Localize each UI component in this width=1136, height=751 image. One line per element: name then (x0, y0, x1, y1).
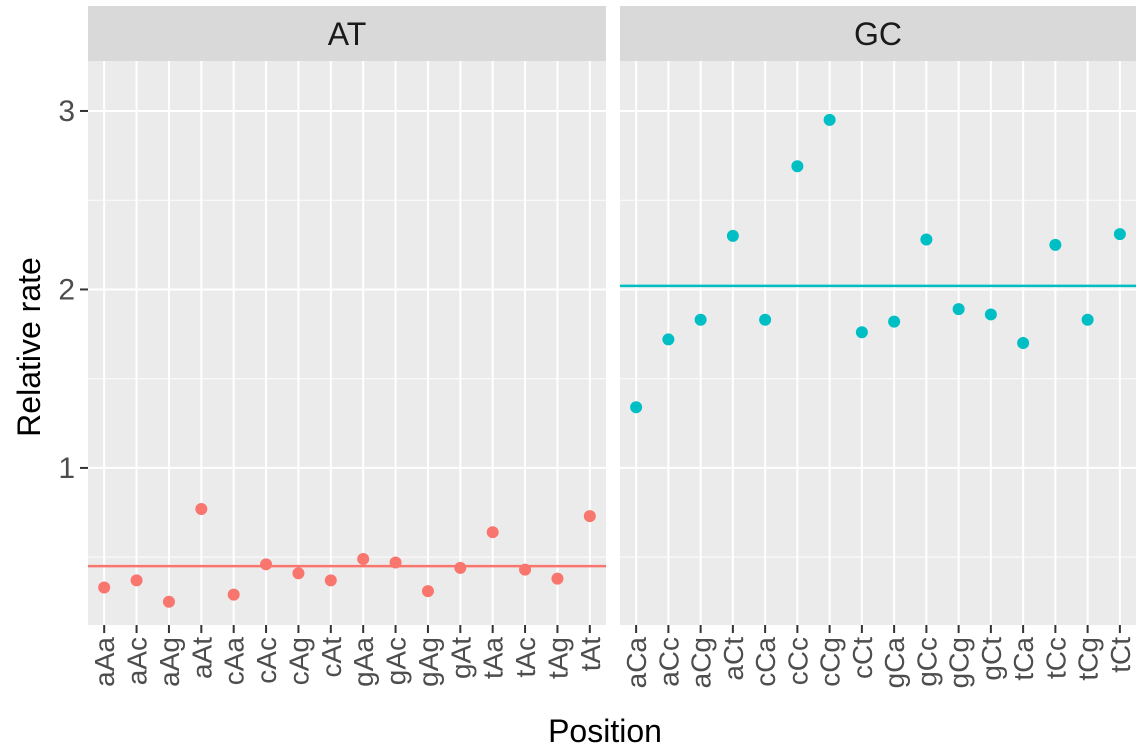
data-point-tCc (1049, 238, 1062, 251)
data-point-cAc (260, 558, 273, 571)
y-tick-label: 1 (58, 452, 75, 485)
x-tick-label: cCt (847, 637, 878, 679)
x-tick-label: cAc (251, 637, 282, 684)
data-point-cAa (227, 588, 240, 601)
data-point-aAg (162, 595, 175, 608)
data-point-tCt (1113, 228, 1126, 241)
x-tick-label: gCc (911, 637, 942, 687)
x-tick-label: gCg (944, 637, 975, 688)
x-tick-label: aCg (686, 637, 717, 688)
data-point-cCg (823, 113, 836, 126)
x-tick-label: tCa (1008, 637, 1039, 681)
data-point-aCc (662, 333, 675, 346)
facet-strip (88, 6, 606, 61)
x-tick-label: tAa (478, 637, 509, 679)
x-tick-label: cAg (283, 637, 314, 685)
x-tick-label: aCa (621, 637, 652, 689)
data-point-gAt (454, 561, 467, 574)
data-point-tAa (486, 526, 499, 539)
data-point-aAc (130, 574, 143, 587)
x-tick-label: aAg (154, 637, 185, 687)
data-point-aCa (630, 401, 643, 414)
data-point-aCt (726, 229, 739, 242)
x-tick-label: cCa (750, 637, 781, 687)
data-point-gCa (888, 315, 901, 328)
x-axis-title: Position (548, 713, 662, 749)
data-point-tCg (1081, 313, 1094, 326)
x-tick-label: gCt (976, 637, 1007, 681)
data-point-aAt (195, 502, 208, 515)
facet-strip-label: AT (328, 16, 367, 52)
x-tick-label: aCc (653, 637, 684, 687)
x-tick-label: gAg (413, 637, 444, 687)
x-tick-label: aAt (186, 637, 217, 679)
data-point-tAt (583, 510, 596, 523)
panel-background (620, 61, 1136, 625)
x-tick-label: gAt (445, 637, 476, 679)
x-tick-label: tCt (1105, 637, 1136, 673)
facet-strip (620, 6, 1136, 61)
x-tick-label: cCg (815, 637, 846, 687)
x-tick-label: cAa (219, 637, 250, 686)
data-point-tCa (1017, 337, 1030, 349)
x-tick-label: tAc (510, 637, 541, 677)
x-tick-label: tCg (1073, 637, 1104, 681)
x-tick-label: cAt (316, 637, 347, 678)
data-point-tAc (519, 563, 532, 576)
data-point-cAt (324, 574, 337, 587)
x-tick-label: gCa (879, 637, 910, 689)
y-tick-label: 2 (58, 273, 75, 306)
data-point-cCa (759, 313, 772, 326)
data-point-gCc (920, 233, 933, 246)
x-tick-label: aAc (122, 637, 153, 685)
data-point-gCt (984, 308, 997, 321)
data-point-tAg (551, 572, 564, 585)
x-tick-label: tAg (542, 637, 573, 679)
x-tick-label: aCt (718, 637, 749, 681)
x-tick-label: gAc (381, 637, 412, 685)
panel-background (88, 61, 606, 625)
data-point-gAc (389, 556, 402, 569)
data-point-cCc (791, 160, 804, 173)
data-point-cAg (292, 567, 305, 580)
data-point-gAa (357, 552, 370, 565)
data-point-aAa (98, 581, 111, 594)
x-tick-label: gAa (348, 637, 379, 687)
facet-strip-label: GC (854, 16, 902, 52)
data-point-aCg (694, 313, 707, 326)
data-point-gCg (952, 303, 965, 316)
x-tick-label: tCc (1040, 637, 1071, 679)
data-point-gAg (421, 585, 434, 598)
y-tick-label: 3 (58, 95, 75, 128)
data-point-cCt (855, 326, 868, 339)
y-axis-title: Relative rate (11, 257, 47, 437)
x-tick-label: cCc (782, 637, 813, 685)
x-tick-label: aAa (89, 637, 120, 687)
x-tick-label: tAt (575, 637, 606, 671)
